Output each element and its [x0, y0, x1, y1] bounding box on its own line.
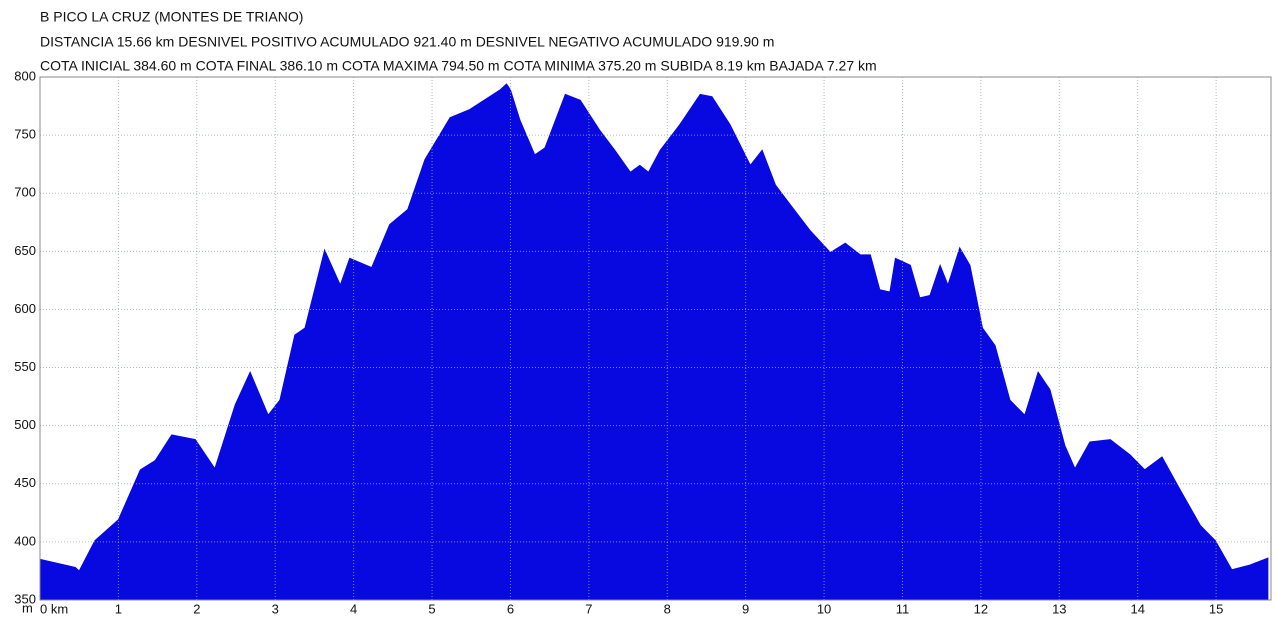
x-tick-label: 8: [664, 601, 671, 616]
x-tick-label: 3: [272, 601, 279, 616]
x-tick-label: 14: [1130, 601, 1144, 616]
x-tick-label: 4: [350, 601, 357, 616]
y-tick-label: 700: [14, 185, 36, 200]
y-tick-label: 400: [14, 533, 36, 548]
subtitle: COTA INICIAL 384.60 m COTA FINAL 386.10 …: [40, 58, 877, 74]
x-tick-label: 6: [507, 601, 514, 616]
x-tick-label: 0 km: [40, 601, 68, 616]
y-tick-label: 750: [14, 127, 36, 142]
chart-title: B PICO LA CRUZ (MONTES DE TRIANO): [40, 9, 303, 25]
y-axis-label: m: [22, 600, 33, 615]
y-tick-label: 450: [14, 475, 36, 490]
x-tick-label: 12: [974, 601, 988, 616]
x-tick-label: 5: [428, 601, 435, 616]
plot-frame: [39, 76, 1272, 601]
x-tick-label: 1: [115, 601, 122, 616]
x-tick-label: 11: [896, 601, 910, 616]
y-tick-label: 600: [14, 301, 36, 316]
x-tick-label: 9: [742, 601, 749, 616]
y-tick-label: 550: [14, 359, 36, 374]
elevation-area: [39, 83, 1269, 601]
y-tick-label: 800: [14, 68, 36, 83]
x-tick-label: 2: [193, 601, 200, 616]
y-tick-label: 650: [14, 243, 36, 258]
x-tick-label: 7: [585, 601, 592, 616]
x-tick-label: 15: [1209, 601, 1223, 616]
y-tick-label: 500: [14, 417, 36, 432]
x-tick-label: 13: [1052, 601, 1066, 616]
x-tick-label: 10: [817, 601, 831, 616]
subtitle: DISTANCIA 15.66 km DESNIVEL POSITIVO ACU…: [40, 34, 774, 50]
y-tick-label: 350: [14, 591, 36, 606]
